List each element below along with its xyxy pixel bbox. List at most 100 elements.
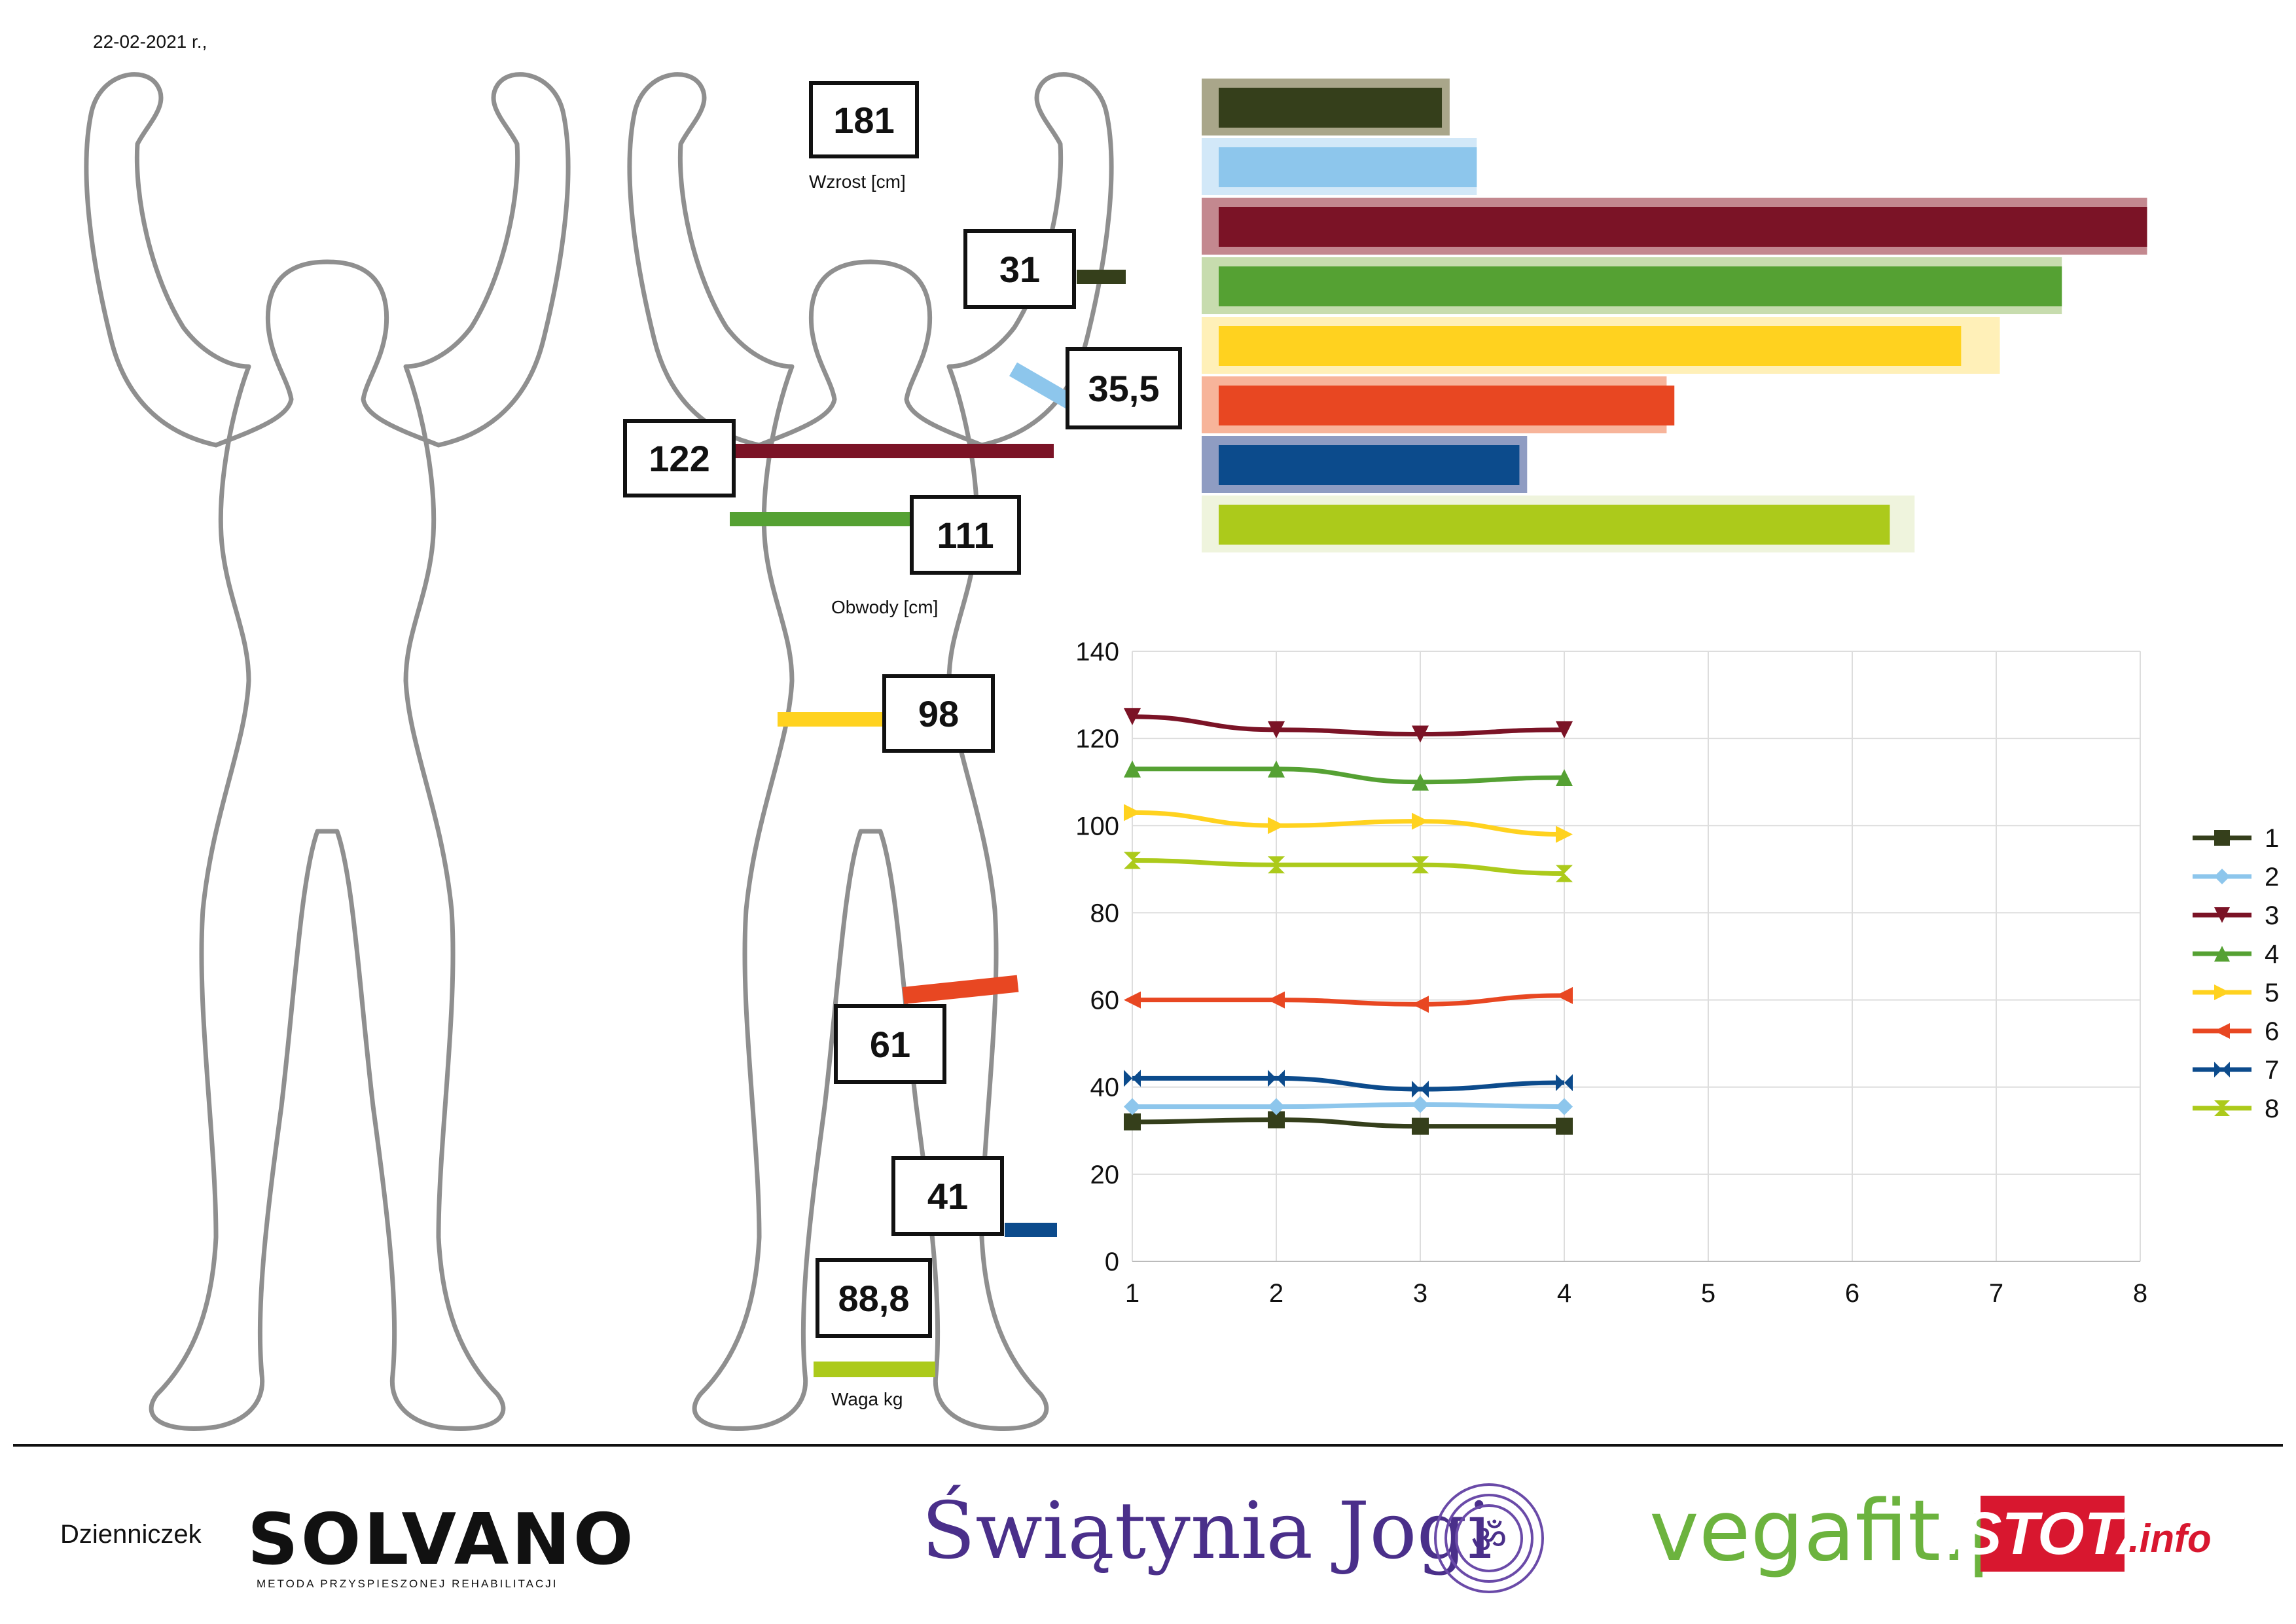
data-point-3 xyxy=(1412,725,1429,743)
x-tick-label: 1 xyxy=(1125,1279,1139,1308)
data-point-2 xyxy=(1124,1098,1141,1115)
series-line-6 xyxy=(1132,993,1565,1007)
series-7 xyxy=(1124,1070,1573,1098)
istota-info-text: .info xyxy=(2128,1517,2212,1561)
y-tick-label: 0 xyxy=(1105,1248,1119,1276)
series-3 xyxy=(1124,708,1573,743)
data-point-5 xyxy=(1124,804,1141,821)
legend-item-6: 6 xyxy=(2193,1017,2279,1046)
circumferences-caption: Obwody [cm] xyxy=(831,597,939,617)
data-point-8 xyxy=(1268,856,1285,874)
data-point-5 xyxy=(1268,817,1285,835)
bar-5 xyxy=(1219,326,1962,366)
series-line-3 xyxy=(1132,714,1565,736)
x-tick-label: 4 xyxy=(1557,1279,1571,1308)
series-8 xyxy=(1124,852,1573,882)
measure-box-7: 41 xyxy=(891,1156,1004,1236)
measure-line-1 xyxy=(1077,270,1126,284)
bar-8 xyxy=(1219,505,1890,545)
data-point-3 xyxy=(1268,721,1285,738)
data-point-6 xyxy=(1556,986,1573,1004)
footer-divider xyxy=(13,1444,2283,1447)
series-4 xyxy=(1124,760,1573,791)
legend-item-4: 4 xyxy=(2193,940,2279,969)
data-point-1 xyxy=(1412,1117,1429,1135)
data-point-8 xyxy=(1124,852,1141,869)
measure-line-3 xyxy=(733,444,1054,458)
x-tick-label: 7 xyxy=(1989,1279,2003,1308)
weight-bar xyxy=(814,1362,935,1377)
legend-item-8: 8 xyxy=(2193,1094,2279,1123)
solvano-subtitle: METODA PRZYSPIESZONEJ REHABILITACJI xyxy=(257,1578,558,1590)
series-5 xyxy=(1124,804,1573,843)
bar-4 xyxy=(1219,266,2062,306)
legend-item-3: 3 xyxy=(2193,901,2279,930)
bar-3 xyxy=(1219,207,2147,247)
legend-label: 5 xyxy=(2265,979,2279,1007)
solvano-logo: SOLVANO xyxy=(247,1499,636,1581)
legend-label: 2 xyxy=(2265,863,2279,892)
measure-box-3: 122 xyxy=(623,419,736,497)
data-point-1 xyxy=(1556,1117,1573,1135)
legend-label: 7 xyxy=(2265,1056,2279,1085)
data-point-3 xyxy=(1124,708,1141,725)
legend-item-5: 5 xyxy=(2193,979,2279,1007)
legend-label: 6 xyxy=(2265,1017,2279,1046)
y-tick-label: 40 xyxy=(1090,1074,1120,1102)
data-point-7 xyxy=(1124,1070,1141,1087)
data-point-4 xyxy=(1412,773,1429,791)
date-label: 22-02-2021 r., xyxy=(93,31,207,52)
data-point-4 xyxy=(1556,769,1573,787)
series-6 xyxy=(1124,986,1573,1013)
line-chart: 0 20 40 60 80 100 120 140 1 2 3 4 5 6 7 8 1 2 3 4 5 6 7 8 xyxy=(1075,638,2279,1308)
measure-box-2: 35,5 xyxy=(1066,347,1182,429)
series-1 xyxy=(1124,1111,1573,1135)
legend-item-1: 1 xyxy=(2193,824,2279,853)
x-tick-label: 6 xyxy=(1845,1279,1859,1308)
x-tick-label: 3 xyxy=(1413,1279,1427,1308)
data-point-5 xyxy=(1412,812,1429,830)
silhouette-back xyxy=(627,72,1114,1431)
weight-caption: Waga kg xyxy=(831,1389,903,1409)
data-point-7 xyxy=(1556,1074,1573,1092)
vegafit-logo: vegafit.pl xyxy=(1649,1483,2044,1580)
diary-label: Dzienniczek xyxy=(60,1520,202,1549)
legend-label: 8 xyxy=(2265,1094,2279,1123)
data-point-4 xyxy=(1124,760,1141,778)
data-point-6 xyxy=(1268,991,1285,1009)
data-point-4 xyxy=(1268,760,1285,778)
x-tick-label: 8 xyxy=(2133,1279,2147,1308)
weight-value-box: 88,8 xyxy=(816,1258,932,1338)
height-caption: Wzrost [cm] xyxy=(809,171,906,192)
measure-box-6: 61 xyxy=(834,1004,946,1084)
measure-box-4: 111 xyxy=(910,495,1021,575)
measure-line-5 xyxy=(778,712,888,727)
bar-2 xyxy=(1219,147,1477,187)
series-line-5 xyxy=(1132,810,1565,837)
series-line-4 xyxy=(1132,767,1565,785)
data-point-6 xyxy=(1124,991,1141,1009)
data-point-6 xyxy=(1412,996,1429,1013)
swiatynia-jogi-logo: Świątynia Jogi xyxy=(922,1486,1492,1577)
data-point-5 xyxy=(1556,825,1573,843)
y-tick-label: 60 xyxy=(1090,986,1120,1015)
bar-6 xyxy=(1219,386,1675,425)
silhouette-front xyxy=(84,72,571,1431)
legend-item-2: 2 xyxy=(2193,863,2279,892)
data-point-8 xyxy=(1412,856,1429,874)
height-value-box: 181 xyxy=(809,81,919,158)
data-point-3 xyxy=(1556,721,1573,738)
series-2 xyxy=(1124,1096,1573,1115)
y-tick-label: 140 xyxy=(1075,638,1119,666)
x-tick-label: 5 xyxy=(1701,1279,1715,1308)
series-line-2 xyxy=(1132,1102,1565,1110)
measure-box-5: 98 xyxy=(882,674,995,753)
bar-7 xyxy=(1219,445,1520,485)
horizontal-bar-chart xyxy=(1202,79,2147,552)
series-line-1 xyxy=(1132,1117,1564,1129)
y-tick-label: 100 xyxy=(1075,812,1119,840)
series-line-7 xyxy=(1132,1075,1565,1092)
data-point-7 xyxy=(1268,1070,1285,1087)
measure-line-4 xyxy=(730,512,914,526)
